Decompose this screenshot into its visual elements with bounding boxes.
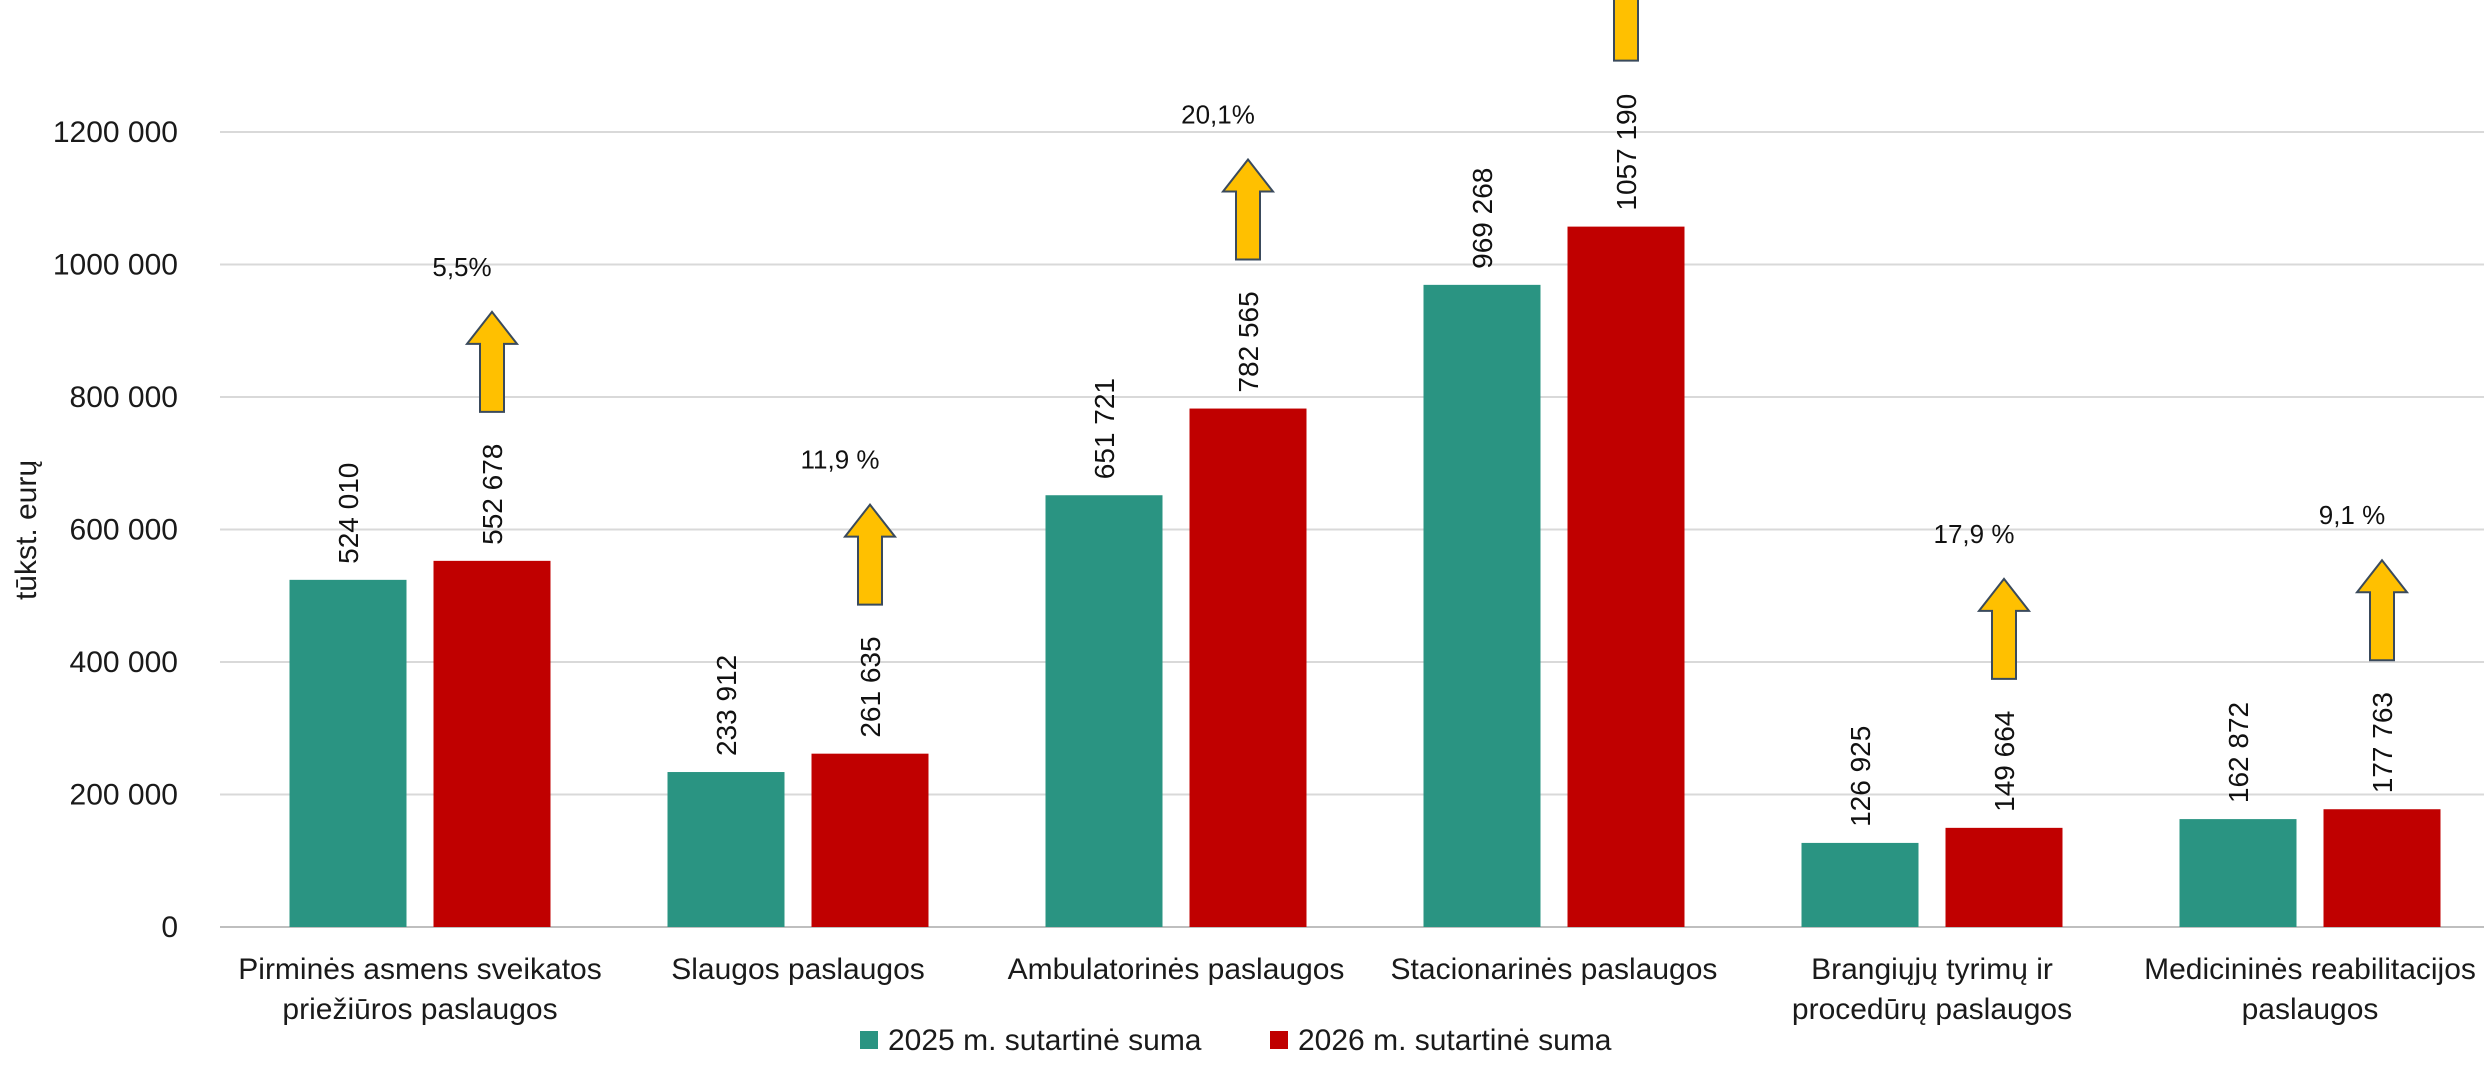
bar-2026 [1945, 827, 2063, 927]
growth-arrow-icon [464, 310, 520, 413]
bar-2025 [2179, 819, 2297, 927]
growth-arrow-icon [1613, 0, 1639, 62]
bar-2026 [1189, 408, 1307, 928]
bar-2026 [2323, 809, 2441, 927]
gridlines [220, 131, 2484, 928]
y-tick-label: 0 [161, 911, 178, 944]
category-label: Slaugos paslaugos [671, 953, 925, 986]
growth-arrow-icon [1976, 577, 2032, 680]
bar-2025 [1045, 495, 1163, 927]
bar-2026 [433, 560, 551, 927]
bar-value-label: 969 268 [1467, 168, 1498, 269]
growth-arrow-icon [2354, 558, 2410, 662]
legend-swatch-2026 [1270, 1031, 1288, 1049]
bars: 524 010 552 678 233 912 261 635 651 721 782 5… [289, 94, 2441, 928]
bar-value-label: 261 635 [855, 636, 886, 737]
category-label: Stacionarinės paslaugos [1391, 953, 1718, 986]
bar-value-label: 524 010 [333, 463, 364, 564]
y-tick-label: 400 000 [70, 646, 178, 679]
bar-value-label: 782 565 [1233, 291, 1264, 392]
bar-2025 [1423, 284, 1541, 927]
bar-2025 [667, 772, 785, 927]
bar-value-label: 651 721 [1089, 378, 1120, 479]
growth-percent-label: 5,5% [432, 252, 491, 282]
growth-percent-label: 17,9 % [1934, 519, 2015, 549]
y-axis-label: tūkst. eurų [10, 460, 43, 600]
growth-percent-label: 20,1% [1181, 100, 1255, 130]
y-tick-label: 1000 000 [53, 249, 178, 282]
legend-label-2025: 2025 m. sutartinė suma [888, 1024, 1202, 1057]
y-tick-label: 1200 000 [53, 116, 178, 149]
category-label: Pirminės asmens sveikatos [238, 953, 601, 986]
legend: 2025 m. sutartinė suma 2026 m. sutartinė… [860, 1024, 1612, 1057]
growth-percent-label: 9,1 % [2319, 500, 2386, 530]
category-label: procedūrų paslaugos [1792, 993, 2072, 1026]
bar-value-label: 177 763 [2367, 692, 2398, 793]
bar-value-label: 149 664 [1989, 711, 2020, 812]
category-label: Brangiųjų tyrimų ir [1811, 953, 2053, 986]
category-label: paslaugos [2242, 993, 2379, 1026]
bar-value-label: 126 925 [1845, 726, 1876, 827]
bar-value-label: 162 872 [2223, 702, 2254, 803]
bar-2025 [1801, 842, 1919, 927]
legend-label-2026: 2026 m. sutartinė suma [1298, 1024, 1612, 1057]
growth-percent-label: 11,9 % [800, 445, 879, 475]
growth-arrows: 5,5%11,9 %20,1%9,1 %17,9 %9,1 % [432, 0, 2410, 680]
y-axis-ticks: 0 200 000 400 000 600 000 800 000 1000 000 120… [53, 116, 178, 944]
growth-arrow-icon [1220, 157, 1276, 261]
x-axis-categories: Pirminės asmens sveikatos priežiūros pasl… [238, 953, 2476, 1026]
category-label: Medicininės reabilitacijos [2144, 953, 2476, 986]
bar-value-label: 233 912 [711, 655, 742, 756]
bar-value-label: 1057 190 [1611, 94, 1642, 211]
bar-2025 [289, 579, 407, 927]
category-label: Ambulatorinės paslaugos [1008, 953, 1345, 986]
bar-value-label: 552 678 [477, 444, 508, 545]
bar-2026 [811, 753, 929, 927]
y-tick-label: 200 000 [70, 779, 178, 812]
y-tick-label: 800 000 [70, 381, 178, 414]
category-label: priežiūros paslaugos [282, 993, 557, 1026]
legend-swatch-2025 [860, 1031, 878, 1049]
growth-arrow-icon [842, 503, 898, 606]
y-tick-label: 600 000 [70, 514, 178, 547]
bar-2026 [1567, 226, 1685, 927]
